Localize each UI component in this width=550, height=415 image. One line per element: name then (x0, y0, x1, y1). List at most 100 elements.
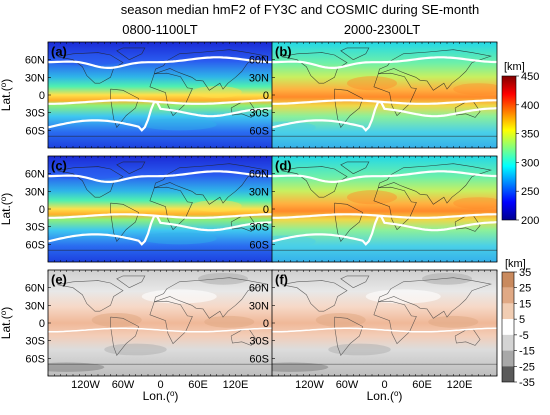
boundary-curve-e-0 (48, 327, 273, 333)
x-tick-label-f-2: 0 (381, 379, 387, 391)
y-axis-label-row-0: Lat.(o) (0, 79, 13, 111)
y-tick-label-a-4: 60S (25, 125, 45, 137)
y-tick-label-e-0: 60N (25, 283, 45, 295)
y-tick-label-d-4: 60S (249, 239, 269, 251)
panel-a: (a) 60N 30N 0 30S 60S (25, 41, 274, 149)
y-tick-label-e-2: 0 (39, 318, 45, 330)
panel-label-b: (b) (275, 44, 292, 59)
y-tick-label-f-4: 60S (249, 353, 269, 365)
colorbar-diff-level-3 (502, 319, 514, 335)
coastline-b-5 (340, 47, 370, 60)
colorbar-diff-tick-5: -15 (519, 346, 535, 358)
x-tick-label-e-3: 60E (188, 379, 208, 391)
colorbars: [km]450400350300250200[km]3525155-5-15-2… (501, 61, 539, 389)
panel-d: (d) 60N 30N 0 30S 60S (249, 155, 498, 263)
colorbar-hmf2-tick-5: 200 (521, 215, 539, 227)
colorbar-diff-level-6 (502, 366, 514, 382)
y-tick-label-d-0: 60N (249, 169, 269, 181)
y-tick-label-f-0: 60N (249, 283, 269, 295)
x-axis-label-e: Lon.(o) (143, 389, 179, 403)
colorbar-diff-tick-0: 35 (519, 267, 531, 279)
y-tick-label-a-1: 30N (25, 72, 45, 84)
colorbar-diff-level-4 (502, 334, 514, 351)
coastline-f-1 (334, 316, 363, 357)
coastline-e-1 (110, 316, 139, 357)
coastline-c-0 (57, 166, 124, 198)
colorbar-hmf2-tick-3: 300 (521, 157, 539, 169)
x-tick-label-e-2: 0 (157, 379, 163, 391)
y-tick-label-f-2: 0 (263, 318, 269, 330)
y-tick-label-b-4: 60S (249, 125, 269, 137)
x-tick-label-f-4: 120E (447, 379, 473, 391)
colorbar-hmf2-tick-4: 250 (521, 186, 539, 198)
colorbar-diff-unit: [km] (505, 258, 526, 270)
boundary-curve-c-0 (48, 170, 273, 183)
y-tick-label-e-3: 30S (25, 336, 45, 348)
colorbar-hmf2-tick-0: 450 (521, 71, 539, 83)
panel-label-a: (a) (51, 44, 67, 59)
colorbar-hmf2-unit: [km] (504, 61, 525, 73)
y-axis-label-row-2: Lat.(o) (0, 307, 13, 339)
boundary-curve-b-0 (272, 56, 497, 69)
y-tick-label-e-1: 30N (25, 300, 45, 312)
colorbar-hmf2-tick-1: 400 (521, 100, 539, 112)
y-tick-label-d-2: 0 (263, 204, 269, 216)
x-axis-label-f: Lon.(o) (367, 389, 403, 403)
colorbar-diff-tick-3: 5 (519, 314, 525, 326)
boundary-curve-c-1 (48, 213, 273, 219)
coastline-f-3 (378, 277, 492, 319)
x-tick-label-f-0: 120W (295, 379, 324, 391)
y-tick-label-b-3: 30S (249, 108, 269, 120)
panel-b: (b) 60N 30N 0 30S 60S (249, 41, 498, 149)
x-tick-label-e-4: 120E (223, 379, 249, 391)
y-tick-label-c-1: 30N (25, 186, 45, 198)
y-tick-label-b-2: 0 (263, 90, 269, 102)
coastline-a-3 (154, 49, 268, 91)
y-tick-label-c-4: 60S (25, 239, 45, 251)
figure-title: season median hmF2 of FY3C and COSMIC du… (121, 2, 479, 17)
coastline-b-1 (334, 88, 363, 129)
colorbar-hmf2-tick-2: 350 (521, 129, 539, 141)
x-tick-label-f-3: 60E (412, 379, 432, 391)
coastline-a-0 (57, 52, 124, 84)
panel-label-e: (e) (51, 272, 67, 287)
colorbar-diff-level-2 (502, 303, 514, 320)
y-axis-label-row-1: Lat.(o) (0, 193, 13, 225)
coastline-d-5 (340, 161, 370, 174)
boundary-curve-c-2 (48, 214, 273, 246)
coastline-b-0 (281, 52, 348, 84)
coastline-d-1 (334, 202, 363, 243)
y-tick-label-a-2: 0 (39, 90, 45, 102)
boundary-curve-d-0 (272, 170, 497, 183)
y-tick-label-c-3: 30S (25, 222, 45, 234)
y-tick-label-d-1: 30N (249, 186, 269, 198)
boundary-curve-f-0 (272, 327, 497, 333)
y-tick-label-d-3: 30S (249, 222, 269, 234)
panel-label-c: (c) (51, 158, 67, 173)
y-tick-label-f-3: 30S (249, 336, 269, 348)
boundary-curve-b-2 (272, 100, 497, 132)
boundary-curve-a-0 (48, 56, 273, 69)
panel-f: (f) 60N 30N 0 30S 60S 120W 60W 0 60E 120E Lon.(o) (249, 269, 498, 403)
panels: (a) 60N 30N 0 30S 60S (b) 60N 30N 0 30S 60S (c) 60N 30… (25, 41, 498, 403)
boundary-curve-d-1 (272, 213, 497, 219)
x-tick-label-e-1: 60W (112, 379, 135, 391)
boundary-curve-a-2 (48, 100, 273, 132)
coastline-c-3 (154, 163, 268, 205)
coastline-e-0 (57, 280, 124, 312)
y-tick-label-b-0: 60N (249, 55, 269, 67)
y-tick-label-a-3: 30S (25, 108, 45, 120)
coastline-e-3 (154, 277, 268, 319)
colorbar-diff-level-5 (502, 350, 514, 367)
panel-e: (e) 60N 30N 0 30S 60S 120W 60W 0 60E 120E Lon.(o) (25, 269, 274, 403)
coastline-e-5 (116, 275, 146, 288)
colorbar-diff-tick-4: -5 (519, 330, 529, 342)
boundary-curve-a-1 (48, 99, 273, 105)
coastline-d-0 (281, 166, 348, 198)
coastline-c-5 (116, 161, 146, 174)
coastline-c-1 (110, 202, 139, 243)
y-tick-label-b-1: 30N (249, 72, 269, 84)
y-tick-label-a-0: 60N (25, 55, 45, 67)
colorbar-diff-tick-7: -35 (519, 377, 535, 389)
